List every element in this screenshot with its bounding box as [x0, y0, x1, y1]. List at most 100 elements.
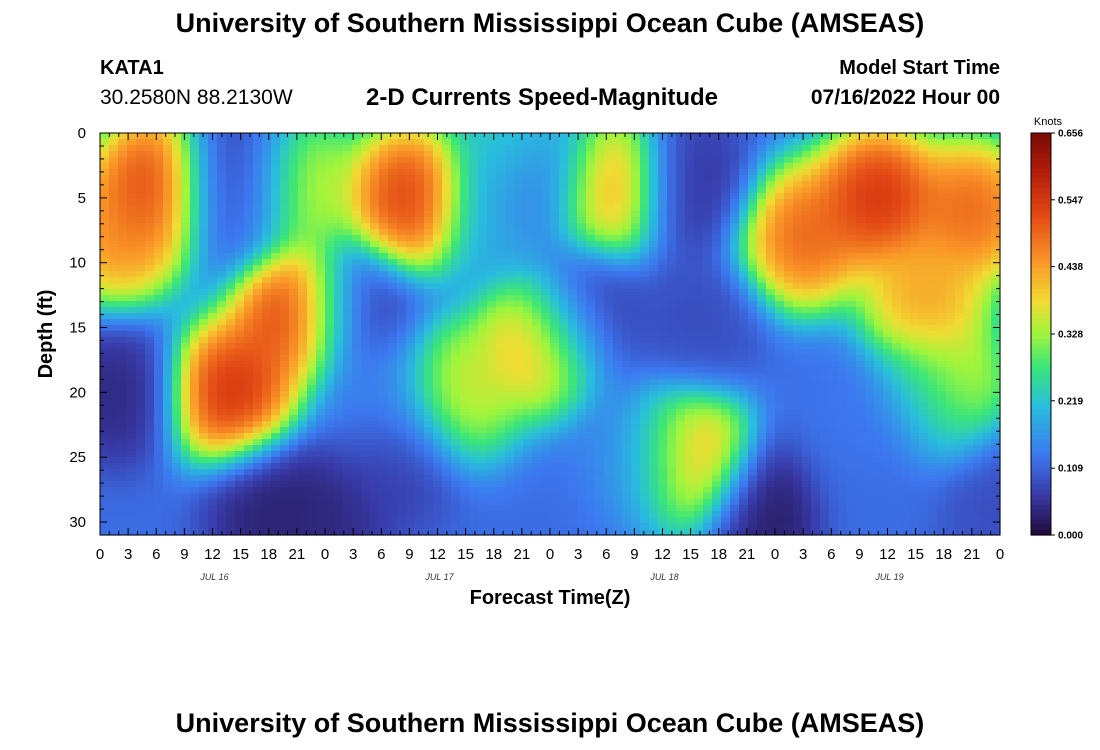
heatmap-cell — [217, 247, 227, 254]
heatmap-cell — [145, 505, 155, 512]
heatmap-cell — [397, 493, 407, 500]
heatmap-cell — [226, 313, 236, 320]
heatmap-cell — [640, 481, 650, 488]
heatmap-cell — [685, 391, 695, 398]
heatmap-cell — [100, 433, 110, 440]
heatmap-cell — [505, 145, 515, 152]
heatmap-cell — [226, 499, 236, 506]
heatmap-cell — [505, 271, 515, 278]
heatmap-cell — [397, 283, 407, 290]
heatmap-cell — [451, 307, 461, 314]
heatmap-cell — [208, 427, 218, 434]
heatmap-cell — [244, 319, 254, 326]
heatmap-cell — [442, 217, 452, 224]
heatmap-cell — [316, 181, 326, 188]
heatmap-cell — [172, 499, 182, 506]
heatmap-cell — [442, 247, 452, 254]
heatmap-cell — [109, 319, 119, 326]
heatmap-cell — [505, 283, 515, 290]
heatmap-cell — [586, 241, 596, 248]
heatmap-cell — [703, 247, 713, 254]
heatmap-cell — [226, 445, 236, 452]
heatmap-cell — [721, 151, 731, 158]
heatmap-cell — [568, 505, 578, 512]
heatmap-cell — [676, 403, 686, 410]
heatmap-cell — [658, 211, 668, 218]
heatmap-cell — [181, 481, 191, 488]
heatmap-cell — [613, 433, 623, 440]
heatmap-cell — [658, 391, 668, 398]
heatmap-cell — [622, 193, 632, 200]
heatmap-cell — [271, 421, 281, 428]
heatmap-cell — [595, 523, 605, 530]
heatmap-cell — [658, 427, 668, 434]
heatmap-cell — [343, 283, 353, 290]
heatmap-cell — [199, 247, 209, 254]
heatmap-cell — [685, 331, 695, 338]
heatmap-cell — [199, 451, 209, 458]
heatmap-cell — [469, 313, 479, 320]
heatmap-cell — [370, 463, 380, 470]
heatmap-cell — [541, 499, 551, 506]
heatmap-cell — [550, 277, 560, 284]
heatmap-cell — [568, 223, 578, 230]
heatmap-cell — [190, 343, 200, 350]
heatmap-cell — [730, 355, 740, 362]
heatmap-cell — [406, 409, 416, 416]
heatmap-cell — [154, 193, 164, 200]
heatmap-cell — [631, 187, 641, 194]
heatmap-cell — [199, 367, 209, 374]
heatmap-cell — [235, 229, 245, 236]
heatmap-cell — [622, 367, 632, 374]
heatmap-cell — [289, 475, 299, 482]
heatmap-cell — [343, 235, 353, 242]
heatmap-cell — [379, 451, 389, 458]
heatmap-cell — [325, 295, 335, 302]
heatmap-cell — [478, 415, 488, 422]
heatmap-cell — [199, 487, 209, 494]
heatmap-cell — [676, 367, 686, 374]
heatmap-cell — [523, 457, 533, 464]
heatmap-cell — [496, 289, 506, 296]
heatmap-cell — [289, 205, 299, 212]
heatmap-cell — [289, 523, 299, 530]
heatmap-cell — [469, 169, 479, 176]
heatmap-cell — [766, 271, 776, 278]
heatmap-cell — [730, 373, 740, 380]
heatmap-cell — [352, 265, 362, 272]
heatmap-cell — [703, 361, 713, 368]
heatmap-cell — [649, 301, 659, 308]
heatmap-cell — [586, 367, 596, 374]
heatmap-cell — [280, 529, 290, 536]
heatmap-cell — [361, 241, 371, 248]
heatmap-cell — [568, 211, 578, 218]
heatmap-cell — [559, 493, 569, 500]
heatmap-cell — [208, 205, 218, 212]
heatmap-cell — [694, 193, 704, 200]
heatmap-cell — [631, 511, 641, 518]
heatmap-cell — [730, 313, 740, 320]
heatmap-cell — [532, 397, 542, 404]
heatmap-cell — [748, 481, 758, 488]
heatmap-cell — [595, 199, 605, 206]
heatmap-cell — [622, 481, 632, 488]
heatmap-cell — [208, 499, 218, 506]
heatmap-cell — [280, 271, 290, 278]
heatmap-cell — [568, 337, 578, 344]
heatmap-cell — [406, 193, 416, 200]
heatmap-cell — [595, 325, 605, 332]
heatmap-cell — [496, 337, 506, 344]
heatmap-cell — [397, 475, 407, 482]
heatmap-cell — [253, 409, 263, 416]
heatmap-cell — [253, 301, 263, 308]
heatmap-cell — [523, 253, 533, 260]
heatmap-cell — [649, 511, 659, 518]
heatmap-cell — [748, 283, 758, 290]
heatmap-cell — [217, 223, 227, 230]
heatmap-cell — [541, 259, 551, 266]
heatmap-cell — [208, 349, 218, 356]
heatmap-cell — [118, 511, 128, 518]
heatmap-cell — [415, 511, 425, 518]
heatmap-cell — [109, 517, 119, 524]
heatmap-cell — [334, 529, 344, 536]
